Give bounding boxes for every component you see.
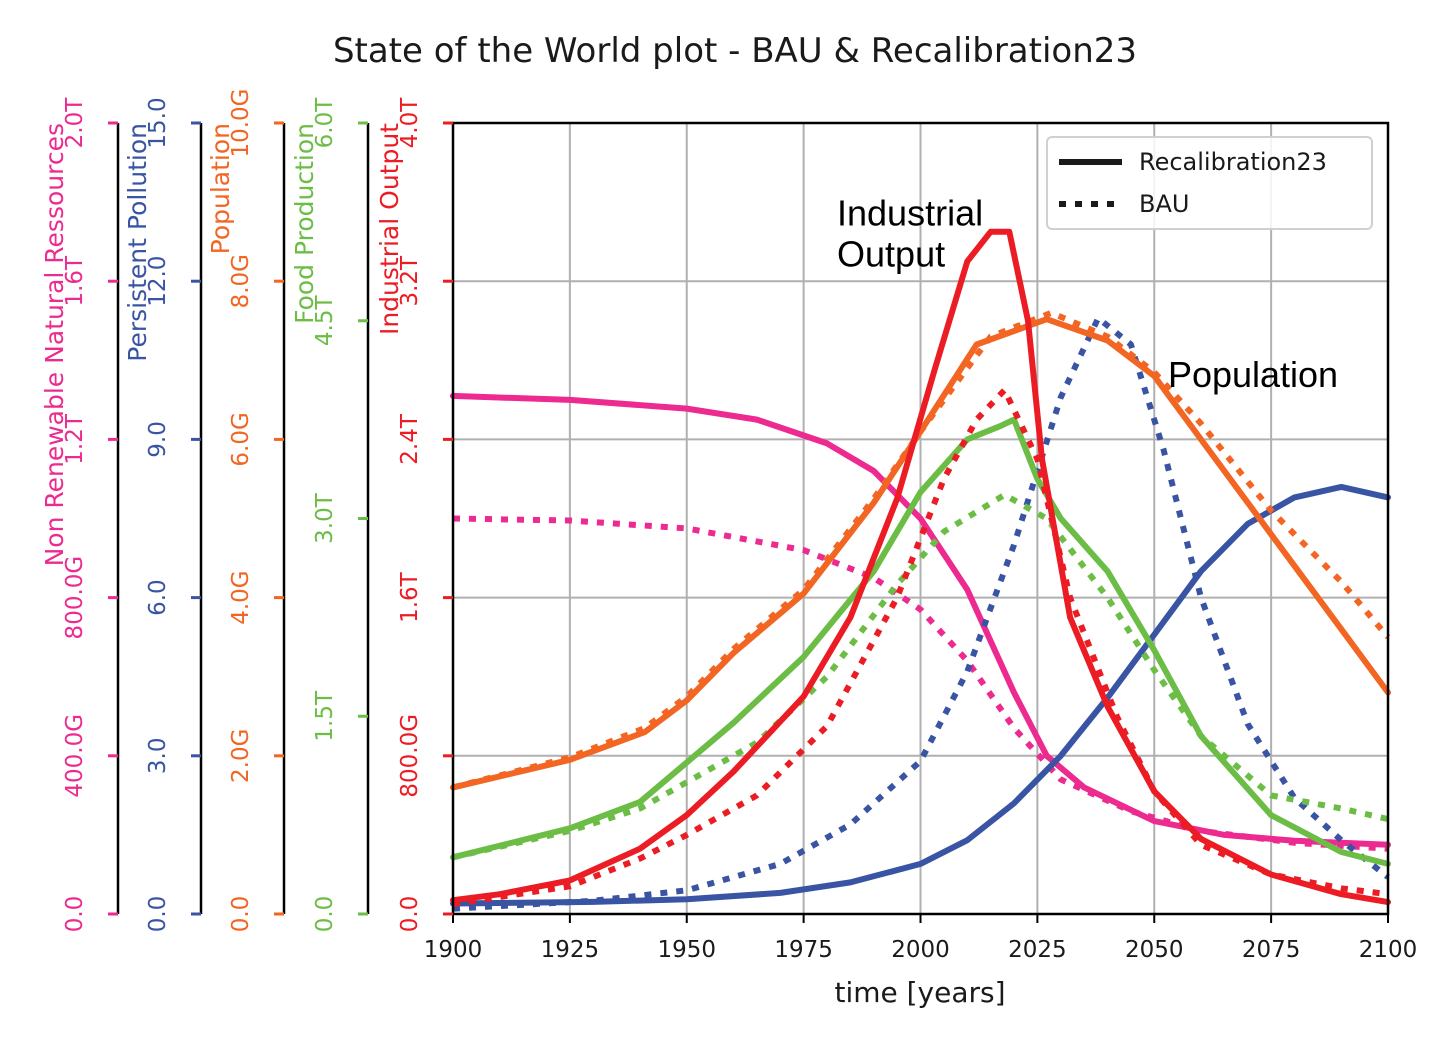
legend-label-recalibration23: Recalibration23: [1139, 148, 1327, 176]
x-tick-label-1950: 1950: [657, 937, 716, 963]
y-tick-label-pol-2: 6.0: [145, 579, 171, 616]
y-tick-label-pol-5: 15.0: [145, 97, 171, 148]
y-tick-label-pol-0: 0.0: [145, 896, 171, 933]
annotation-output: Output: [837, 234, 945, 275]
y-tick-label-pop-0: 0.0: [228, 896, 254, 933]
x-tick-label-2050: 2050: [1125, 937, 1184, 963]
y-tick-label-io-4: 3.2T: [397, 255, 423, 307]
y-tick-label-food-2: 3.0T: [312, 492, 338, 544]
y-tick-label-io-0: 0.0: [397, 896, 423, 933]
series-industrial-output-bau: [452, 387, 1389, 908]
y-axis-label-nrr: Non Renewable Natural Ressources: [40, 123, 69, 566]
x-tick-label-2100: 2100: [1359, 937, 1418, 963]
y-axis-label-pop: Population: [206, 123, 235, 254]
y-tick-label-pol-1: 3.0: [145, 738, 171, 775]
y-tick-label-food-3: 4.5T: [312, 294, 338, 346]
x-tick-label-2075: 2075: [1242, 937, 1301, 963]
x-tick-label-1975: 1975: [774, 937, 833, 963]
y-tick-label-pop-3: 6.0G: [228, 412, 254, 466]
series-non-renewable-natural-ressources-recalibration23: [450, 392, 1391, 848]
series-population-recalibration23: [450, 316, 1391, 791]
x-tick-label-2025: 2025: [1008, 937, 1067, 963]
annotation-population: Population: [1168, 354, 1338, 395]
y-tick-label-pol-3: 9.0: [145, 421, 171, 458]
y-tick-label-pop-5: 10.0G: [228, 88, 254, 157]
y-tick-label-pop-4: 8.0G: [228, 254, 254, 308]
chart-title: State of the World plot - BAU & Recalibr…: [333, 31, 1137, 71]
series-population-bau: [452, 309, 1391, 791]
x-axis-label: time [years]: [834, 976, 1005, 1009]
y-tick-label-io-3: 2.4T: [397, 413, 423, 465]
y-tick-label-nrr-4: 1.6T: [62, 255, 88, 307]
x-tick-label-1900: 1900: [424, 937, 483, 963]
y-tick-label-io-2: 1.6T: [397, 571, 423, 623]
y-tick-label-nrr-1: 400.0G: [62, 714, 88, 798]
x-tick-label-2000: 2000: [891, 937, 950, 963]
y-axis-label-io: Industrial Output: [375, 123, 404, 335]
y-tick-label-io-5: 4.0T: [397, 97, 423, 149]
y-axis-label-pol: Persistent Pollution: [123, 123, 152, 362]
legend-label-bau: BAU: [1139, 190, 1189, 218]
y-tick-label-food-1: 1.5T: [312, 690, 338, 742]
legend: Recalibration23 BAU: [1046, 136, 1373, 230]
y-tick-label-nrr-3: 1.2T: [62, 413, 88, 465]
y-tick-label-nrr-2: 800.0G: [62, 556, 88, 640]
series-layer: [450, 228, 1391, 912]
axes-layer: 1900 1925 1950 1975 2000 2025 2050 2075 2100 0.0 4…: [40, 88, 1417, 963]
x-tick-label-1925: 1925: [541, 937, 600, 963]
y-tick-label-pop-2: 4.0G: [228, 570, 254, 624]
y-tick-label-nrr-0: 0.0: [62, 896, 88, 933]
y-tick-label-food-4: 6.0T: [312, 97, 338, 149]
y-tick-label-pop-1: 2.0G: [228, 729, 254, 783]
legend-box: [1046, 136, 1373, 230]
y-tick-label-nrr-5: 2.0T: [62, 97, 88, 149]
series-persistent-pollution-bau: [452, 315, 1390, 912]
series-food-production-bau: [452, 491, 1389, 861]
y-tick-label-pol-4: 12.0: [145, 256, 171, 307]
y-tick-label-io-1: 800.0G: [397, 714, 423, 798]
y-axis-label-food: Food Production: [290, 123, 319, 324]
series-industrial-output-recalibration23: [450, 228, 1391, 906]
annotation-industrial: Industrial: [837, 193, 983, 234]
y-tick-label-food-0: 0.0: [312, 896, 338, 933]
